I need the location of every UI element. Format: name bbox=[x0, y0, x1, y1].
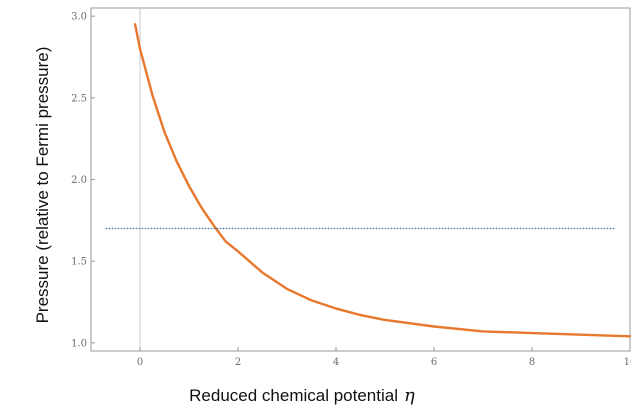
y-tick-label: 1.5 bbox=[71, 257, 87, 268]
y-tick-label: 3.0 bbox=[71, 12, 87, 23]
y-axis-title: Pressure (relative to Fermi pressure) bbox=[33, 47, 52, 324]
x-axis-ticks: 0 2 4 6 8 10 bbox=[137, 347, 631, 368]
y-axis-ticks: 1.0 1.5 2.0 2.5 3.0 bbox=[71, 12, 95, 349]
series-line-pressure-curve bbox=[133, 23, 631, 338]
x-axis-title: Reduced chemical potential bbox=[189, 386, 398, 405]
x-tick-label: 2 bbox=[235, 357, 241, 368]
x-tick-label: 0 bbox=[137, 357, 143, 368]
plot-frame bbox=[90, 7, 631, 352]
y-tick-label: 1.0 bbox=[71, 338, 87, 349]
series-lines bbox=[105, 23, 631, 338]
x-tick-label: 8 bbox=[529, 357, 535, 368]
x-tick-label: 10 bbox=[624, 357, 631, 368]
x-tick-label: 4 bbox=[333, 357, 339, 368]
plot-frame-rect bbox=[90, 7, 631, 352]
y-tick-label: 2.5 bbox=[71, 93, 87, 104]
x-axis-symbol: η bbox=[404, 385, 415, 406]
x-tick-label: 6 bbox=[431, 357, 437, 368]
y-tick-label: 2.0 bbox=[71, 175, 87, 186]
